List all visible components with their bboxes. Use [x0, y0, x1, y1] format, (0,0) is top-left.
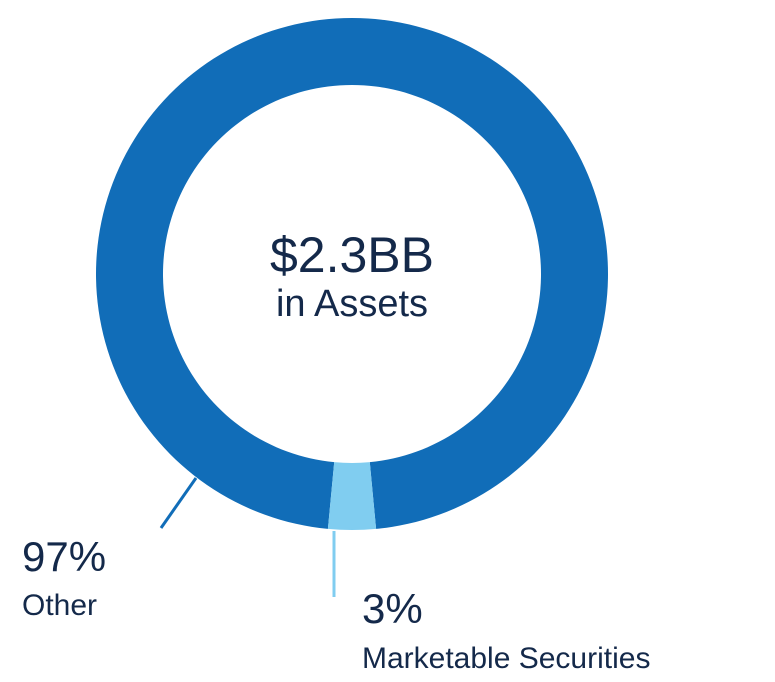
- leader-line-other: [159, 477, 198, 529]
- percent-label-other: 97%: [22, 533, 106, 580]
- slice-label-marketable-securities: Marketable Securities: [362, 642, 650, 675]
- donut-slices: [95, 18, 609, 531]
- center-subtitle: in Assets: [276, 283, 428, 325]
- slice-label-other: Other: [22, 589, 97, 622]
- slice-marketable-securities: [327, 462, 377, 531]
- center-value: $2.3BB: [270, 227, 434, 283]
- percent-label-marketable-securities: 3%: [362, 585, 423, 632]
